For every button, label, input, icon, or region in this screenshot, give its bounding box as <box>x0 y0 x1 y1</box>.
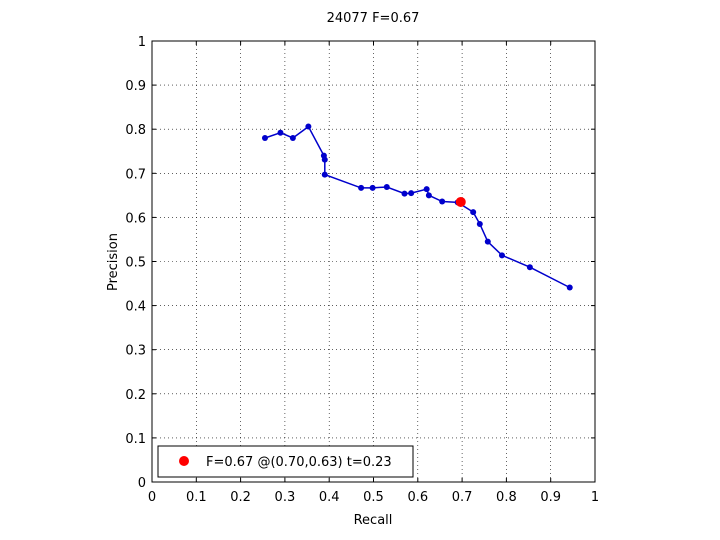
series-layer <box>261 123 573 291</box>
x-axis-label: Recall <box>354 513 393 528</box>
chart-title: 24077 F=0.67 <box>327 11 420 26</box>
x-tick-label: 0.7 <box>452 490 473 505</box>
data-point <box>305 123 312 130</box>
x-tick-label: 0.1 <box>186 490 207 505</box>
y-tick-label: 0.4 <box>125 300 146 315</box>
y-tick-label: 1 <box>138 35 146 50</box>
legend-marker <box>179 456 189 466</box>
x-tick-label: 0.8 <box>496 490 517 505</box>
x-tick-label: 0.3 <box>275 490 296 505</box>
data-point <box>358 184 365 191</box>
x-tick-label: 0.6 <box>407 490 428 505</box>
best-f-point <box>455 196 466 207</box>
data-point <box>261 135 268 142</box>
data-point <box>476 221 483 228</box>
series-line <box>264 125 571 289</box>
data-point <box>526 264 533 271</box>
data-point <box>498 252 505 259</box>
data-point <box>383 183 390 190</box>
data-point <box>439 198 446 205</box>
y-tick-label: 0.7 <box>125 167 146 182</box>
y-tick-label: 0.9 <box>125 79 146 94</box>
x-tick-label: 0.9 <box>540 490 561 505</box>
data-point <box>566 284 573 291</box>
y-tick-label: 0 <box>138 476 146 491</box>
x-tick-label: 0.4 <box>319 490 340 505</box>
data-point <box>401 190 408 197</box>
data-point <box>484 238 491 245</box>
legend-label: F=0.67 @(0.70,0.63) t=0.23 <box>206 455 392 470</box>
x-tick-label: 0.5 <box>363 490 384 505</box>
data-point <box>425 192 432 199</box>
y-tick-label: 0.8 <box>125 123 146 138</box>
data-point <box>321 156 328 163</box>
y-tick-label: 0.3 <box>125 344 146 359</box>
y-tick-label: 0.5 <box>125 256 146 271</box>
data-point <box>423 186 430 193</box>
y-tick-label: 0.1 <box>125 432 146 447</box>
legend-box <box>157 445 414 478</box>
data-point <box>277 129 284 136</box>
axis-ticks: 0 0.1 0.2 0.3 0.4 0.5 0.6 0.7 0.8 0.9 1 0 0.1 0.2 0.3 0… <box>125 35 599 505</box>
y-axis-label: Precision <box>106 233 121 291</box>
x-tick-label: 0 <box>148 490 156 505</box>
data-point <box>369 184 376 191</box>
grid-lines <box>152 41 595 482</box>
data-point <box>408 190 415 197</box>
x-tick-label: 1 <box>591 490 599 505</box>
data-point <box>321 171 328 178</box>
y-tick-label: 0.2 <box>125 388 146 403</box>
data-point <box>470 209 477 216</box>
legend: F=0.67 @(0.70,0.63) t=0.23 <box>157 445 414 478</box>
x-tick-label: 0.2 <box>230 490 251 505</box>
data-point <box>289 135 296 142</box>
y-tick-label: 0.6 <box>125 211 146 226</box>
